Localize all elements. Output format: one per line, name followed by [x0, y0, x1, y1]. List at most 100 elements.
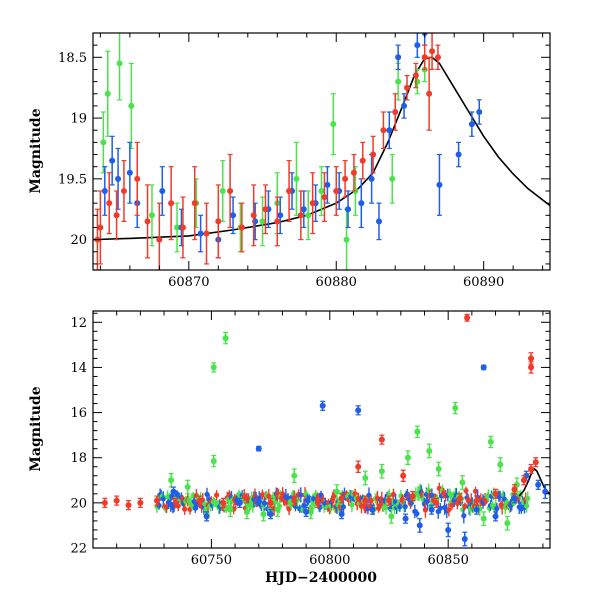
blue-data-point: [170, 488, 177, 495]
band-point: [301, 502, 307, 508]
red-data-point: [101, 499, 108, 506]
y-tick-label: 22: [70, 542, 87, 557]
y-tick-label: 12: [70, 316, 87, 331]
green-data-point: [184, 484, 191, 491]
red-data-point: [492, 490, 499, 497]
red-data-point: [457, 495, 464, 502]
band-point: [340, 504, 347, 510]
band-point: [214, 492, 220, 498]
green-data-point: [435, 466, 442, 472]
green-data-point: [227, 506, 234, 513]
blue-data-point: [277, 212, 284, 219]
red-data-point: [172, 499, 179, 506]
red-data-point: [309, 200, 316, 207]
y-tick-label: 18.5: [58, 51, 87, 66]
band-point: [204, 491, 210, 497]
red-data-point: [156, 236, 163, 243]
green-data-point: [168, 477, 175, 484]
bottom-x-axis-label: HJD−2400000: [265, 570, 377, 586]
red-data-point: [297, 212, 304, 219]
green-data-point: [100, 139, 107, 146]
blue-data-point: [355, 407, 362, 414]
blue-data-point: [345, 206, 352, 213]
blue-data-point: [375, 218, 382, 225]
blue-data-point: [480, 364, 487, 371]
green-data-point: [174, 224, 181, 231]
red-data-point: [333, 188, 340, 194]
red-data-point: [342, 175, 349, 182]
band-point: [187, 506, 193, 513]
bottom-panel: 60750 60800 60850 12 14 16 18 20 22 Magnitude HJ…: [28, 310, 551, 586]
green-data-point: [362, 475, 369, 482]
top-y-axis-label: Magnitude: [28, 108, 44, 193]
blue-data-point: [511, 495, 518, 502]
band-point: [437, 505, 443, 511]
red-data-point: [203, 230, 210, 237]
top-plot-frame: [92, 32, 551, 271]
blue-data-point: [492, 513, 499, 520]
y-tick-label: 18: [70, 451, 87, 466]
blue-data-point: [436, 181, 443, 188]
top-panel: 60870 60880 60890 18.5 19 19.5 20 Magnitude: [28, 32, 551, 290]
green-data-point: [414, 428, 421, 435]
green-data-point: [293, 175, 300, 182]
green-data-point: [333, 488, 340, 495]
band-point: [462, 503, 468, 509]
green-data-point: [291, 472, 298, 479]
red-data-point: [106, 200, 113, 207]
green-data-point: [305, 212, 312, 219]
green-data-point: [222, 335, 229, 342]
green-data-point: [274, 506, 281, 513]
red-data-point: [227, 188, 234, 194]
red-data-point: [392, 109, 399, 115]
x-tick-label: 60800: [309, 553, 350, 568]
blue-data-point: [369, 506, 376, 513]
red-data-point: [267, 499, 274, 506]
x-tick-label: 60750: [191, 553, 232, 568]
blue-data-point: [319, 402, 326, 409]
blue-data-point: [414, 42, 421, 49]
red-data-point: [243, 495, 250, 502]
band-point: [472, 488, 479, 494]
red-data-point: [412, 72, 419, 79]
y-tick-label: 16: [70, 406, 87, 421]
blue-data-point: [386, 127, 393, 134]
green-data-point: [504, 520, 511, 527]
band-point: [266, 493, 272, 499]
blue-data-point: [159, 188, 166, 194]
band-point: [525, 495, 531, 502]
red-data-point: [528, 466, 535, 472]
red-data-point: [144, 218, 151, 225]
blue-data-point: [368, 175, 375, 182]
blue-data-point: [197, 230, 204, 237]
blue-data-point: [402, 515, 409, 522]
band-point: [449, 502, 455, 508]
red-data-point: [250, 212, 257, 219]
bottom-axis-ticks: 60750 60800 60850 12 14 16 18 20 22: [70, 311, 550, 568]
red-data-point: [359, 157, 366, 164]
red-data-point: [421, 54, 428, 61]
blue-data-point: [395, 54, 402, 61]
band-point: [383, 504, 389, 510]
blue-data-point: [300, 206, 307, 213]
green-data-point: [388, 513, 395, 520]
red-data-point: [528, 355, 535, 362]
y-tick-label: 19: [70, 112, 87, 127]
red-data-point: [321, 194, 328, 201]
blue-data-point: [115, 175, 122, 182]
red-data-point: [113, 212, 120, 219]
blue-data-point: [428, 506, 435, 513]
red-data-point: [355, 463, 362, 470]
green-data-point: [426, 447, 433, 454]
green-data-point: [395, 78, 402, 85]
red-data-point: [380, 127, 387, 134]
band-point: [349, 502, 355, 508]
blue-data-point: [535, 481, 542, 488]
band-point: [191, 498, 197, 505]
red-data-point: [291, 497, 298, 504]
blue-data-point: [109, 157, 116, 164]
bottom-plot-frame: [92, 310, 551, 549]
green-data-point: [389, 175, 396, 182]
blue-data-point: [445, 526, 452, 533]
red-data-point: [338, 495, 345, 502]
